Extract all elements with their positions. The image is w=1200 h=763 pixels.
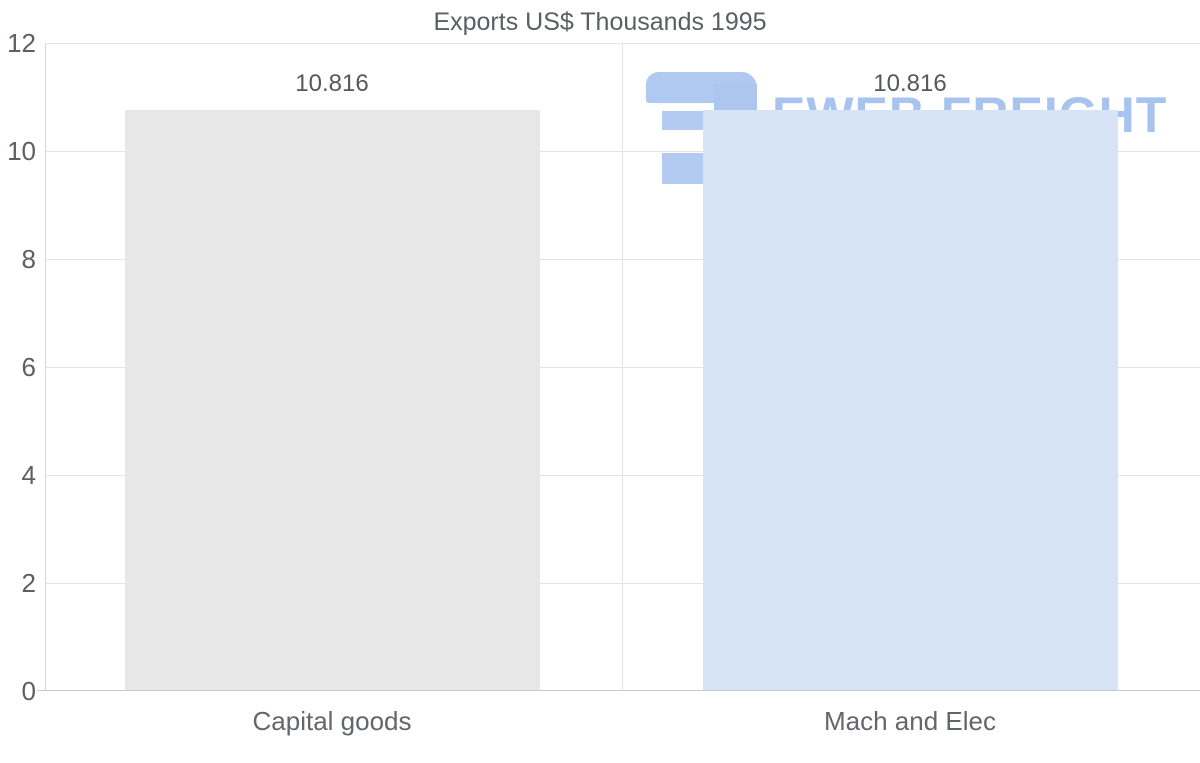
bar-capital-goods[interactable]: [125, 110, 540, 691]
y-tick-label-6: 6: [21, 352, 36, 382]
x-axis-category-label-mach-and-elec: Mach and Elec: [824, 706, 996, 736]
y-tick-label-2: 2: [21, 568, 36, 598]
y-tick-label-8: 8: [21, 244, 36, 274]
y-tick-label-4: 4: [21, 460, 36, 490]
y-tick-label-10: 10: [7, 136, 36, 166]
bar-mach-and-elec[interactable]: [703, 110, 1118, 691]
y-tick-label-0: 0: [21, 676, 36, 706]
x-axis-line: [37, 690, 1200, 691]
value-label-mach-and-elec: 10.816: [873, 70, 947, 97]
y-tick-label-12: 12: [7, 28, 36, 58]
category-separator-gridline: [622, 43, 623, 691]
value-label-capital-goods: 10.816: [295, 70, 369, 97]
x-axis-category-label-capital-goods: Capital goods: [252, 706, 412, 736]
y-axis-line: [45, 43, 46, 691]
chart-title: Exports US$ Thousands 1995: [433, 8, 767, 36]
